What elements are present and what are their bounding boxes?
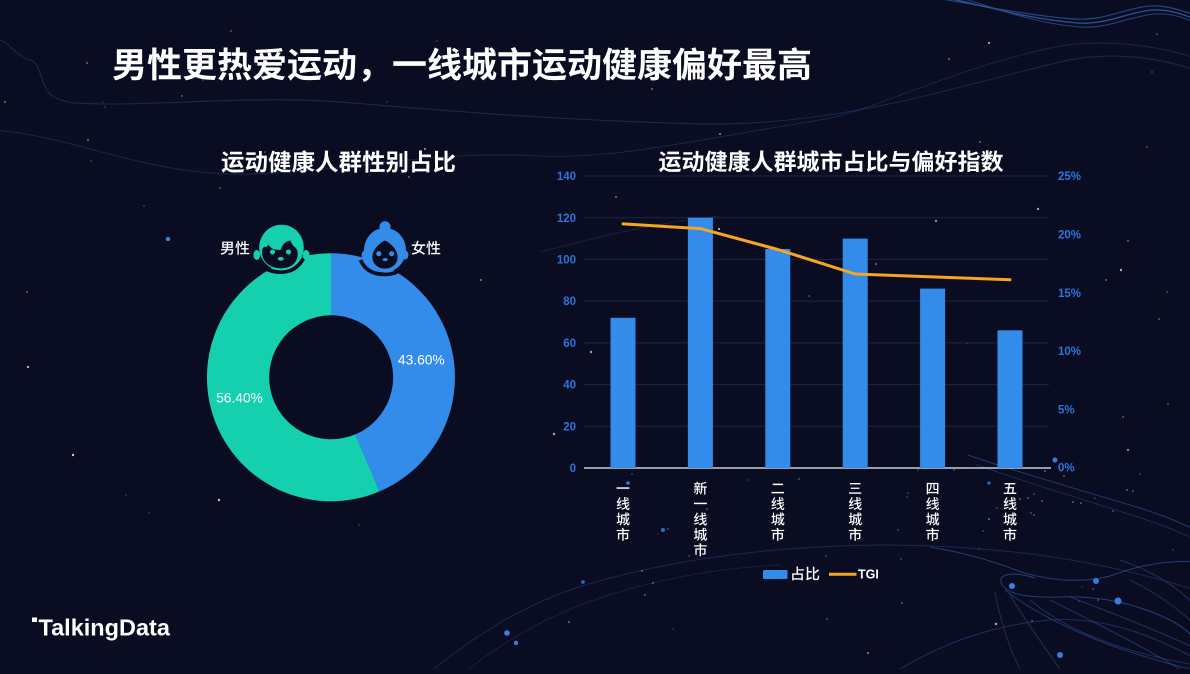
svg-text:60: 60 <box>563 338 576 350</box>
svg-text:0: 0 <box>570 463 576 475</box>
svg-text:100: 100 <box>557 255 576 267</box>
svg-text:120: 120 <box>557 213 576 225</box>
svg-text:43.60%: 43.60% <box>398 352 445 367</box>
svg-text:15%: 15% <box>1058 288 1081 300</box>
svg-text:20%: 20% <box>1058 229 1081 241</box>
svg-text:TalkingData: TalkingData <box>39 615 171 641</box>
svg-text:80: 80 <box>563 296 576 308</box>
svg-text:140: 140 <box>557 171 576 183</box>
svg-text:25%: 25% <box>1058 171 1081 183</box>
svg-text:0%: 0% <box>1058 463 1075 475</box>
svg-text:40: 40 <box>563 380 576 392</box>
svg-text:TGI: TGI <box>858 568 879 582</box>
svg-text:56.40%: 56.40% <box>216 391 263 406</box>
svg-text:20: 20 <box>563 421 576 433</box>
svg-text:5%: 5% <box>1058 404 1075 416</box>
svg-text:10%: 10% <box>1058 346 1081 358</box>
